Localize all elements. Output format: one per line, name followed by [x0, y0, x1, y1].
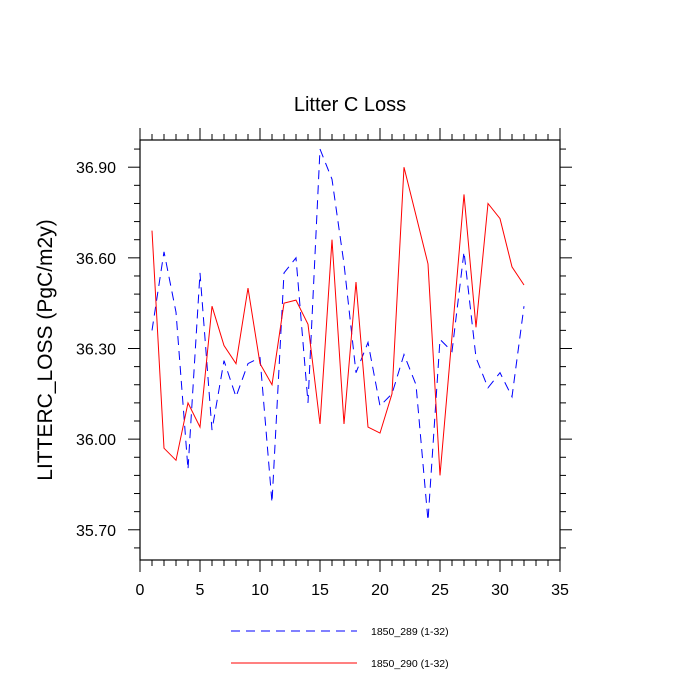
- series-lines: [151, 148, 525, 521]
- x-tick-label: 5: [196, 582, 205, 599]
- x-tick-label: 25: [431, 582, 449, 599]
- axis-tick-labels: 0 5 10 15 20 25 30 35 35.70 36.00 36.30 36.60 36.90: [76, 160, 569, 599]
- axis-ticks: [128, 128, 572, 572]
- y-tick-label: 35.70: [76, 523, 116, 540]
- y-tick-label: 36.30: [76, 341, 116, 358]
- y-tick-label: 36.60: [76, 251, 116, 268]
- x-tick-label: 20: [371, 582, 389, 599]
- series-line: [151, 167, 525, 476]
- y-axis-label: LITTERC_LOSS (PgC/m2y): [34, 219, 57, 480]
- series-line: [151, 148, 525, 521]
- x-tick-label: 35: [551, 582, 569, 599]
- x-tick-label: 0: [136, 582, 145, 599]
- plot-area-frame: [139, 139, 561, 561]
- legend-label: 1850_289 (1-32): [371, 626, 449, 638]
- y-tick-label: 36.90: [76, 160, 116, 177]
- legend: 1850_289 (1-32) 1850_290 (1-32): [231, 626, 449, 670]
- legend-label: 1850_290 (1-32): [371, 658, 449, 670]
- x-tick-label: 10: [251, 582, 269, 599]
- x-tick-label: 30: [491, 582, 509, 599]
- chart-title: Litter C Loss: [294, 94, 406, 116]
- y-tick-label: 36.00: [76, 432, 116, 449]
- x-tick-label: 15: [311, 582, 329, 599]
